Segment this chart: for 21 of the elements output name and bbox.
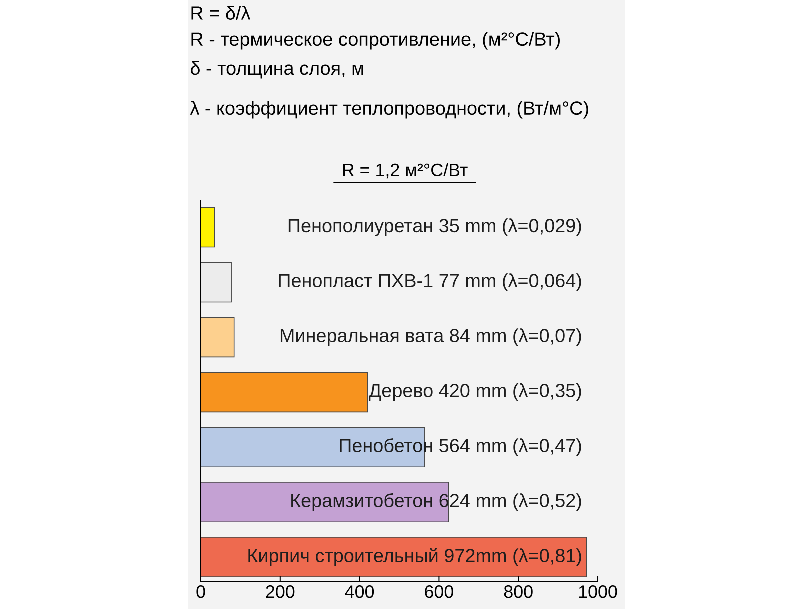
y-tick-label: Дерево 420 mm (λ=0,35): [368, 384, 582, 402]
y-tick-label: Кирпич строительный 972mm (λ=0,81): [248, 548, 582, 566]
bar: [200, 262, 232, 303]
x-tick-label: 0: [196, 586, 206, 598]
chart-title: R = 1,2 м²°C/Вт: [343, 163, 468, 179]
bar: [200, 207, 216, 248]
x-tick-label: 200: [266, 586, 295, 598]
text: δ - толщина слоя, м: [191, 61, 364, 79]
y-tick-label: Пенопласт ПХВ-1 77 mm (λ=0,064): [279, 274, 582, 292]
bar: [200, 372, 368, 413]
text: λ - коэффициент теплопроводности, (Вт/м°C): [190, 101, 588, 119]
x-tick-label: 1000: [579, 586, 618, 598]
x-tick-label: 400: [345, 586, 374, 598]
x-tick-label: 600: [425, 586, 454, 598]
text: R = δ/λ: [192, 6, 251, 20]
bar: [200, 317, 235, 358]
x-tick-label: 800: [504, 586, 533, 598]
bar: [200, 537, 588, 578]
y-tick-label: Пенополиуретан 35 mm (λ=0,029): [288, 218, 582, 236]
y-tick-label: Минеральная вата 84 mm (λ=0,07): [280, 328, 582, 346]
text: R - термическое сопротивление, (м²°C/Вт): [192, 32, 560, 50]
